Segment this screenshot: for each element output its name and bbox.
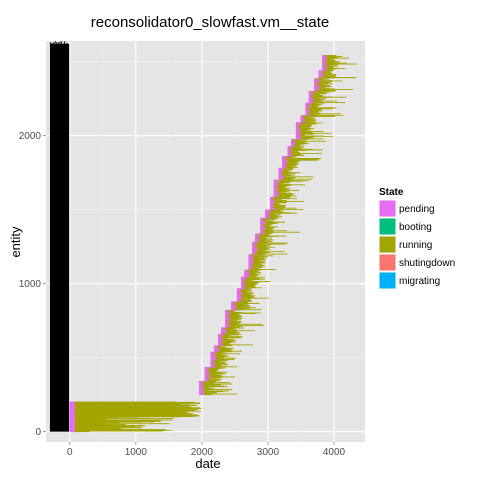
bar-pending-edge — [57, 42, 60, 45]
legend-key-booting — [379, 218, 396, 235]
legend-key-migrating — [379, 272, 396, 289]
legend-label-migrating: migrating — [399, 276, 440, 287]
bar-pending-edge — [51, 42, 53, 45]
x-tick-label: 1000 — [125, 447, 148, 458]
chart-title: reconsolidator0_slowfast.vm__state — [91, 14, 329, 31]
y-tick-label: 0 — [35, 427, 41, 438]
x-tick-label: 4000 — [323, 447, 346, 458]
bar-pending-edge — [59, 41, 61, 45]
bar-pending-edge — [65, 42, 67, 45]
bar-pending-edge — [60, 41, 63, 45]
legend-key-pending — [379, 200, 396, 217]
legend-key-shutingdown — [379, 254, 396, 271]
data-bars — [49, 41, 357, 433]
bar-pending-edge — [52, 42, 55, 45]
axes: 0 1000 2000 3000 4000 0 1000 2000 — [19, 131, 346, 458]
y-tick-label: 2000 — [19, 131, 42, 142]
legend: State pending booting running shutingdown mi… — [378, 187, 455, 290]
legend-title: State — [379, 187, 404, 198]
y-tick-label: 1000 — [19, 279, 42, 290]
x-tick-label: 0 — [67, 447, 73, 458]
bar-pending-edge — [55, 41, 58, 45]
legend-label-shutingdown: shutingdown — [399, 258, 455, 269]
legend-key-running — [379, 236, 396, 253]
x-axis-title: date — [195, 456, 220, 471]
legend-label-running: running — [399, 240, 432, 251]
legend-label-booting: booting — [399, 222, 432, 233]
bar-pending-edge — [54, 41, 56, 45]
bar-pending-edge — [49, 42, 52, 45]
bar-pending-edge — [63, 41, 66, 45]
legend-label-pending: pending — [399, 204, 435, 215]
x-tick-label: 2000 — [191, 447, 214, 458]
x-tick-label: 3000 — [257, 447, 280, 458]
y-axis-title: entity — [8, 226, 23, 258]
bar-pending-block — [49, 43, 70, 432]
bar-pending-edge — [67, 43, 69, 45]
